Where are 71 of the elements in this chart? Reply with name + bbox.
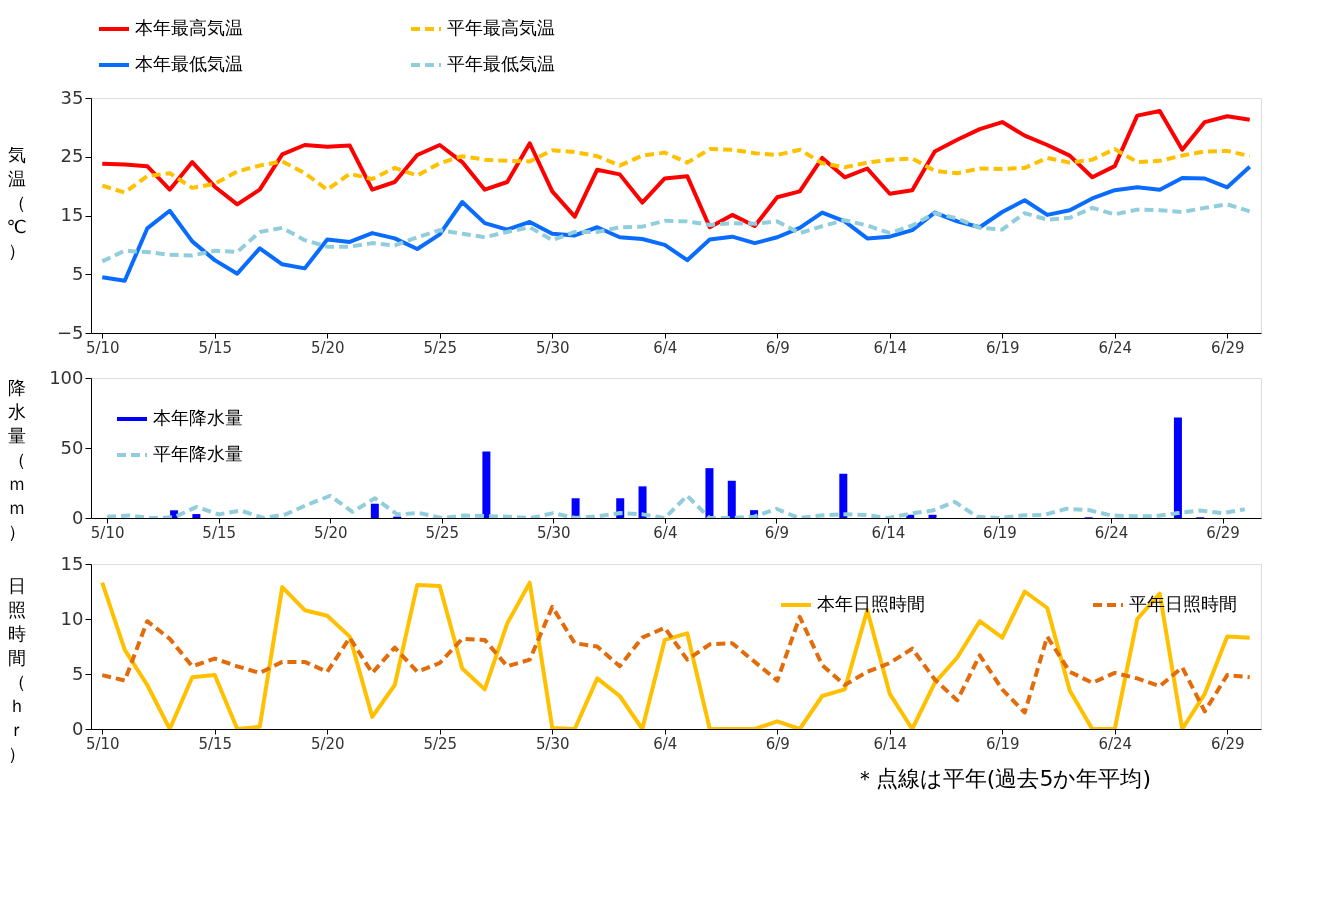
x-tick-label: 6/14 [871,523,906,542]
text: ＊点線は平年(過去5か年平均) [853,766,1151,791]
x-tick-label: 5/25 [425,523,460,542]
x-tick-label: 5/25 [423,338,458,357]
x-tick-label: 5/10 [90,523,125,542]
legend-label: 平年最高気温 [447,17,555,38]
x-tick-label: 6/19 [983,523,1017,542]
y-tick-label: 35 [60,86,84,108]
legend-label: 本年降水量 [153,407,243,428]
x-tick-label: 5/10 [85,338,120,357]
y-tick-label: 15 [60,552,84,574]
x-tick-label: 6/19 [985,734,1020,753]
x-tick-label: 6/14 [873,338,908,357]
y-axis-title: 降水量（ｍｍ） [7,376,26,542]
x-tick-label: 5/25 [423,734,458,753]
bar [192,514,201,518]
x-tick-label: 6/29 [1210,734,1245,753]
legend-label: 本年日照時間 [817,593,925,614]
x-tick-label: 6/24 [1098,734,1133,753]
bar [482,451,491,518]
bar [839,473,848,518]
x-tick-label: 5/20 [313,523,348,542]
y-tick-label: 25 [60,145,84,167]
x-tick-label: 5/15 [202,523,237,542]
x-tick-label: 5/15 [198,734,233,753]
x-tick-label: 5/30 [536,523,571,542]
y-tick-label: 15 [60,204,84,225]
y-tick-label: 50 [60,436,84,458]
line-series [105,493,1247,518]
legend-label: 平年最低気温 [447,53,555,74]
x-tick-label: 6/29 [1206,523,1240,542]
x-tick-label: 5/10 [85,734,120,753]
bar [638,486,647,518]
x-tick-label: 6/24 [1098,338,1133,357]
x-tick-label: 6/4 [653,338,678,357]
y-tick-label: −5 [56,321,84,343]
x-tick-label: 6/14 [873,734,908,753]
x-tick-label: 6/29 [1210,338,1245,357]
legend-label: 本年最高気温 [135,17,243,38]
x-tick-label: 6/9 [765,338,790,357]
line-series [100,147,1252,195]
bar [705,468,714,518]
y-tick-label: 5 [72,262,84,284]
legend-label: 平年降水量 [153,443,243,464]
line-series [100,108,1252,230]
x-tick-label: 5/20 [310,734,345,753]
y-tick-label: 100 [49,366,84,388]
line-series [100,202,1252,264]
x-tick-label: 6/19 [985,338,1020,357]
x-tick-label: 5/30 [535,338,570,357]
y-tick-label: 10 [60,607,84,629]
x-tick-label: 5/30 [535,734,570,753]
x-tick-label: 5/15 [198,338,233,357]
bar [370,503,379,518]
y-tick-label: 0 [72,717,84,739]
y-tick-label: 0 [72,506,84,528]
legend-label: 本年最低気温 [135,53,243,74]
y-axis-title: 気温（℃） [6,144,27,261]
y-tick-label: 5 [72,662,84,684]
bar [1173,417,1182,518]
bar [727,480,736,518]
y-axis-title: 日照時間（ｈｒ） [7,575,26,764]
bar [928,514,937,518]
line-series [100,580,1252,729]
x-tick-label: 6/4 [653,734,678,753]
x-tick-label: 6/9 [764,523,789,542]
x-tick-label: 6/4 [653,523,678,542]
x-tick-label: 6/9 [765,734,790,753]
line-series [100,164,1252,283]
x-tick-label: 6/24 [1094,523,1129,542]
x-tick-label: 5/20 [310,338,345,357]
